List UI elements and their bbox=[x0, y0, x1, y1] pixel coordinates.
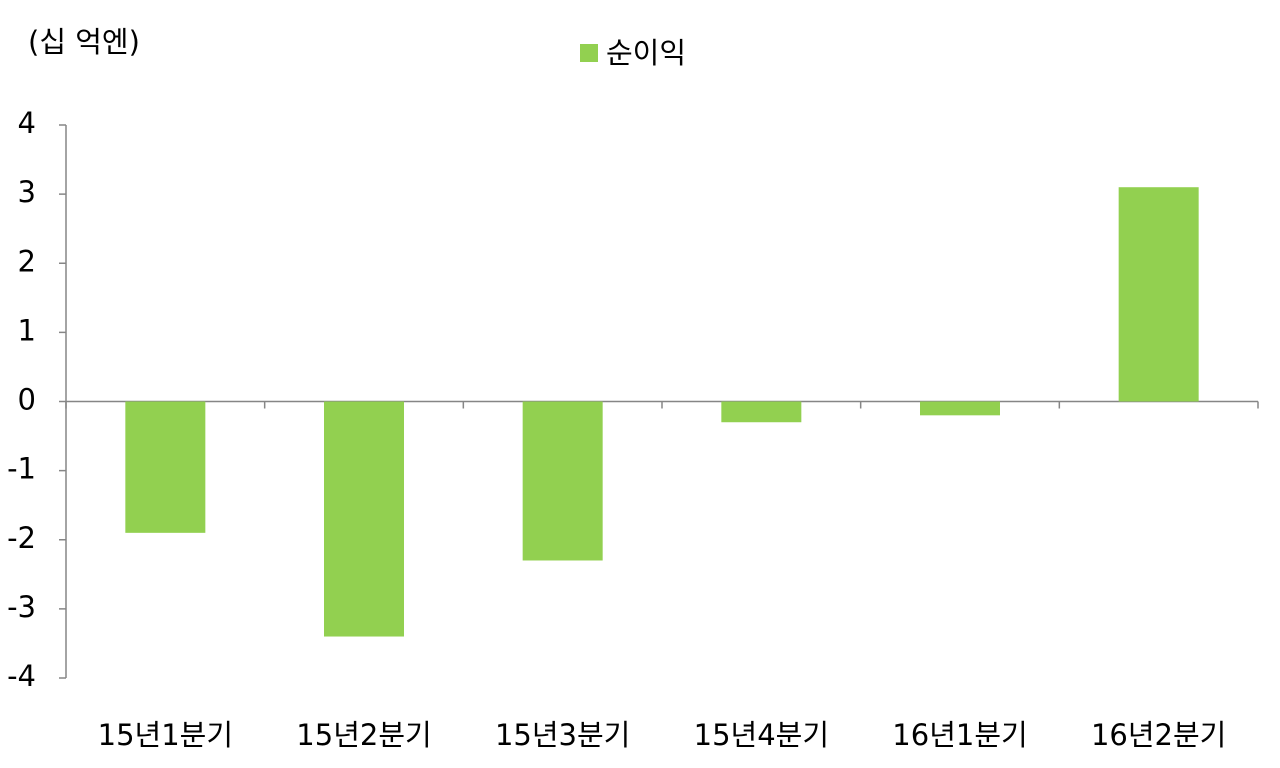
x-tick-label: 16년2분기 bbox=[1091, 718, 1226, 752]
y-axis-title: (십 억엔) bbox=[28, 25, 140, 59]
x-tick-label: 16년1분기 bbox=[892, 718, 1027, 752]
legend-label: 순이익 bbox=[606, 36, 686, 70]
y-tick-label: -3 bbox=[7, 590, 36, 624]
bar bbox=[125, 401, 206, 533]
bar bbox=[721, 401, 802, 423]
y-tick-label: 2 bbox=[18, 244, 36, 278]
y-tick-label: -1 bbox=[7, 452, 36, 486]
y-tick-label: 0 bbox=[18, 383, 36, 417]
y-tick-label: 4 bbox=[18, 106, 36, 140]
bar bbox=[522, 401, 603, 561]
y-tick-label: -2 bbox=[7, 521, 36, 555]
y-tick-label: -4 bbox=[7, 659, 36, 693]
x-tick-label: 15년1분기 bbox=[98, 718, 233, 752]
y-tick-label: 3 bbox=[18, 175, 36, 209]
legend-swatch bbox=[580, 44, 598, 62]
x-tick-label: 15년2분기 bbox=[296, 718, 431, 752]
bar bbox=[1118, 187, 1199, 402]
x-tick-label: 15년3분기 bbox=[495, 718, 630, 752]
x-tick-label: 15년4분기 bbox=[694, 718, 829, 752]
bar bbox=[324, 401, 404, 637]
y-tick-label: 1 bbox=[18, 313, 36, 347]
bar bbox=[920, 401, 1000, 416]
